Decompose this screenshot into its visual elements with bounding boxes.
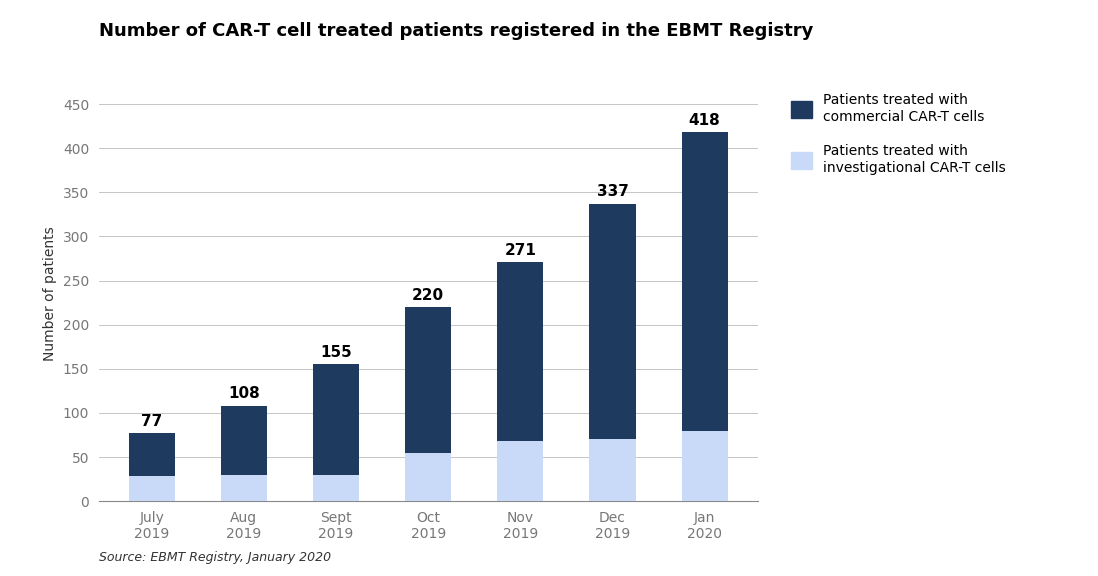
Bar [405,453,451,501]
Bar [128,476,175,501]
Bar [497,262,544,441]
Bar [128,433,175,476]
Bar [682,430,728,501]
Bar [221,475,267,501]
Bar [313,365,359,475]
Text: 418: 418 [688,113,720,128]
Bar [497,441,544,501]
Text: 220: 220 [412,287,445,302]
Text: Number of CAR-T cell treated patients registered in the EBMT Registry: Number of CAR-T cell treated patients re… [99,22,814,40]
Text: 77: 77 [142,414,163,429]
Bar [590,439,636,501]
Bar [590,204,636,439]
Text: 108: 108 [228,386,260,401]
Text: 155: 155 [321,345,352,360]
Legend: Patients treated with
commercial CAR-T cells, Patients treated with
investigatio: Patients treated with commercial CAR-T c… [791,93,1006,175]
Bar [313,475,359,501]
Text: 271: 271 [504,242,536,257]
Bar [221,406,267,475]
Bar [405,307,451,453]
Bar [682,132,728,430]
Text: Source: EBMT Registry, January 2020: Source: EBMT Registry, January 2020 [99,551,330,564]
Y-axis label: Number of patients: Number of patients [43,226,57,361]
Text: 337: 337 [596,184,628,199]
